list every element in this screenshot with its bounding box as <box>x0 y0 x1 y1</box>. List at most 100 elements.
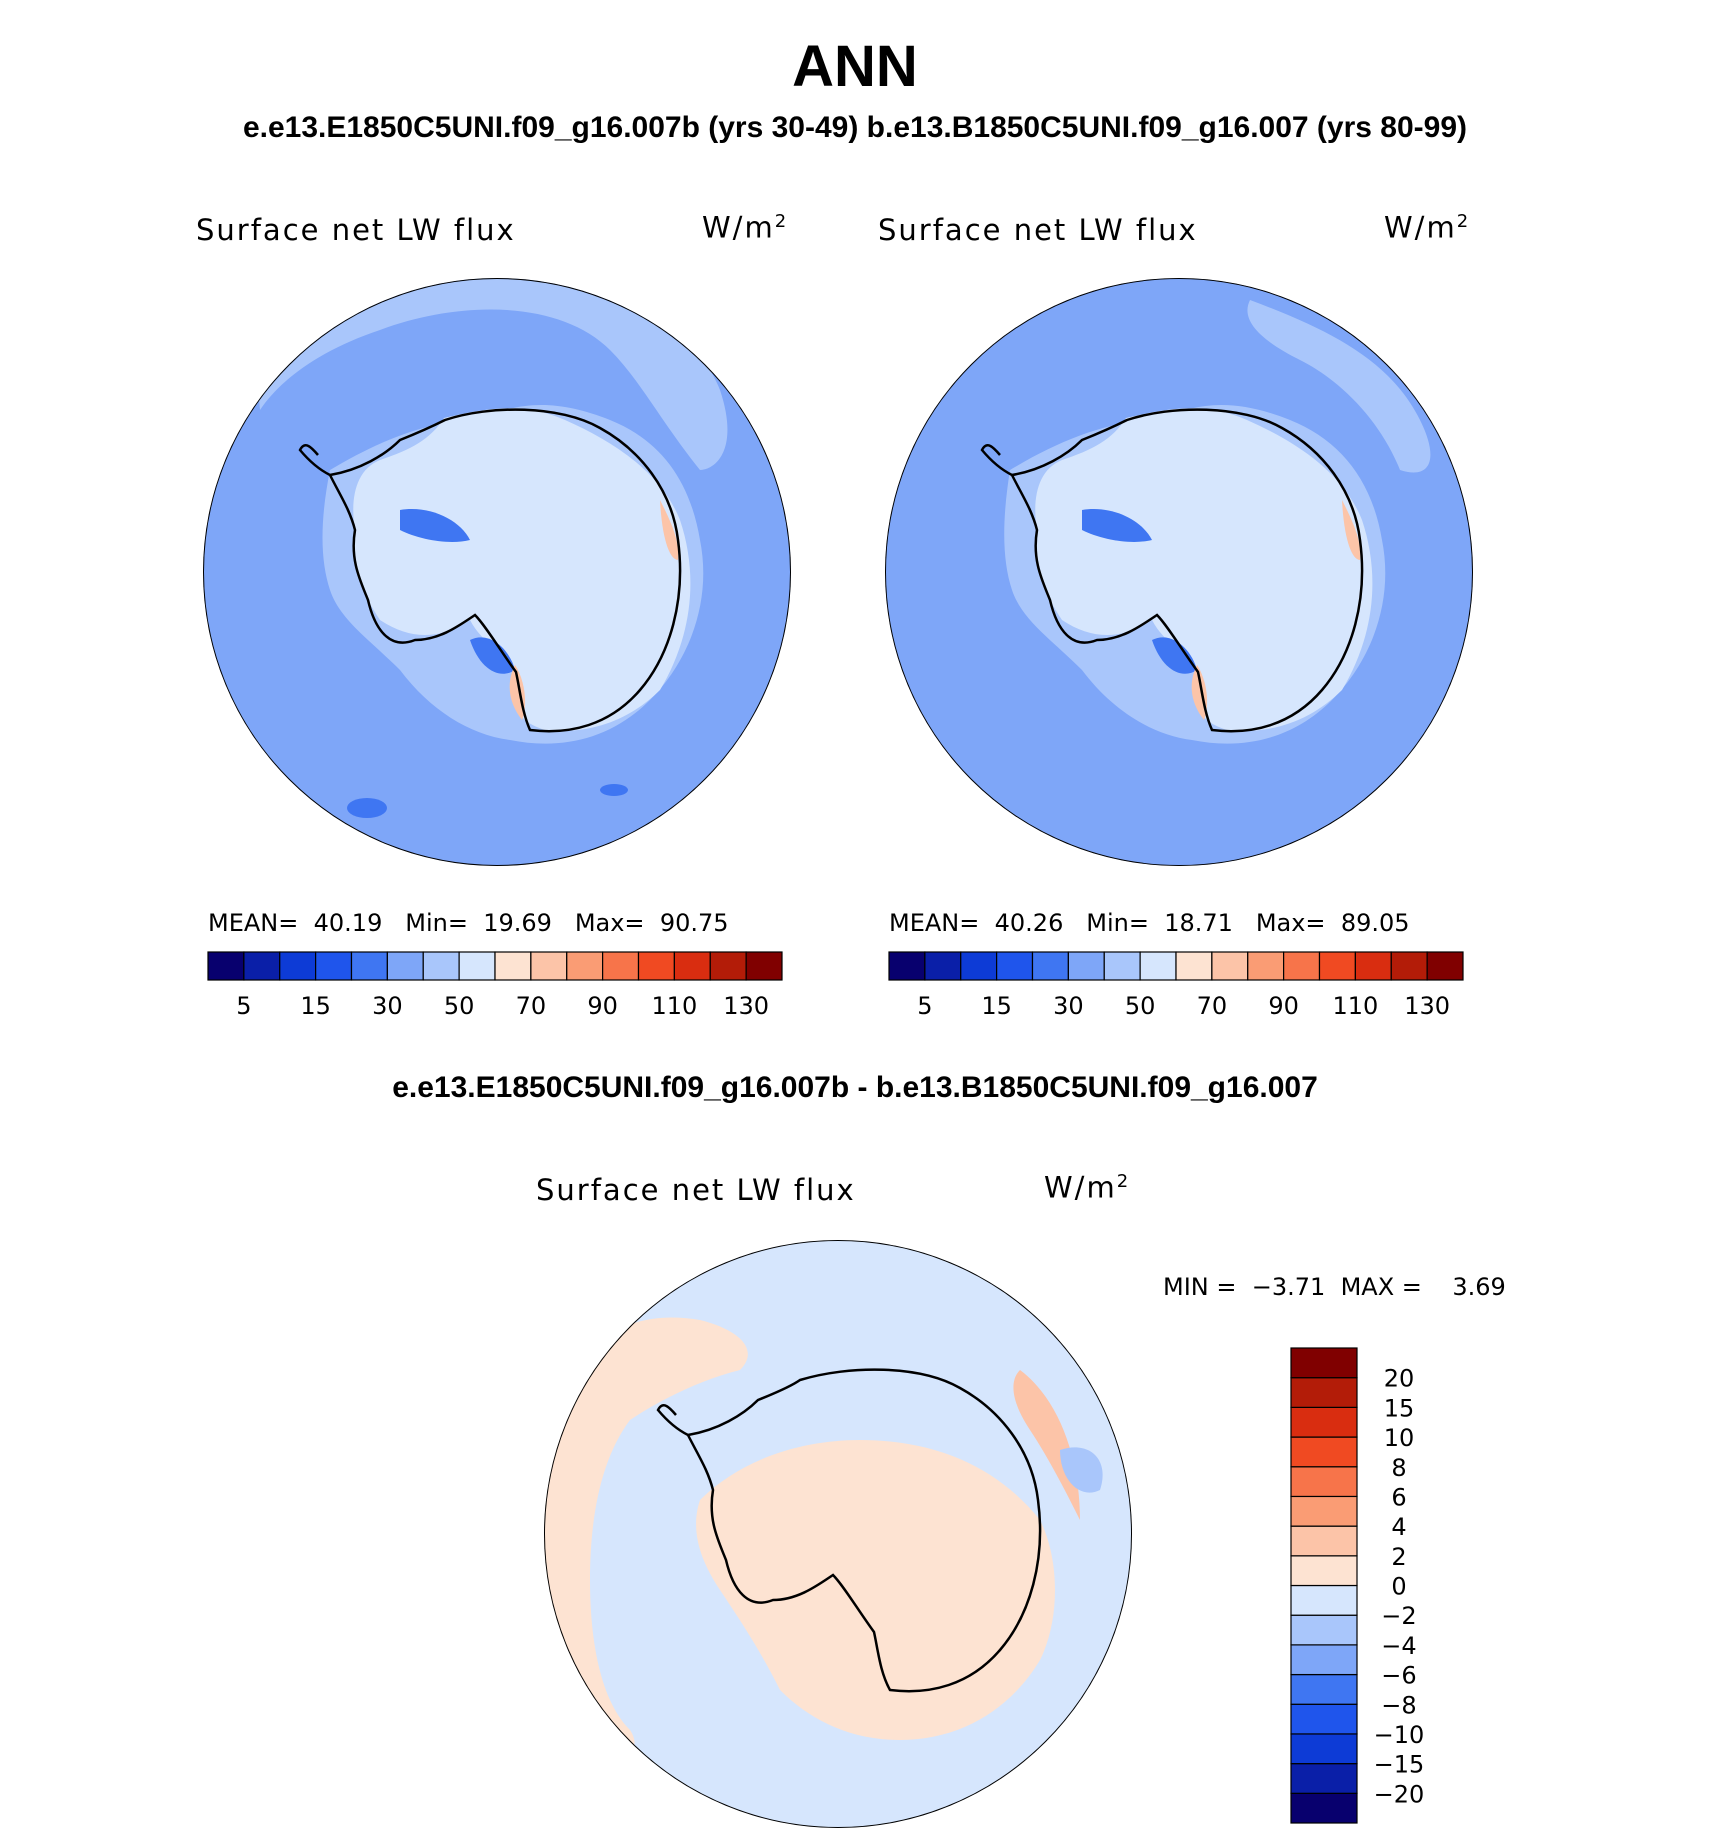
left-weddell-minimum <box>400 509 470 542</box>
difference-colorbar-swatch <box>1290 1703 1358 1735</box>
left-colorbar-swatch <box>422 951 460 981</box>
difference-colorbar-swatch <box>1290 1406 1358 1438</box>
difference-colorbar-swatch <box>1290 1466 1358 1498</box>
right-weddell-minimum <box>1082 509 1152 542</box>
left-units-label: W/m2 <box>702 210 789 245</box>
left-map <box>203 278 791 866</box>
left-colorbar-swatch <box>207 951 245 981</box>
right-colorbar-tick-label: 30 <box>1053 992 1084 1020</box>
right-colorbar: 5 15 30 50 70 90 110 130 <box>888 951 1464 1020</box>
right-colorbar-swatch <box>924 951 962 981</box>
right-colorbar-swatch <box>888 951 926 981</box>
diff-variable-label: Surface net LW flux <box>536 1173 856 1207</box>
figure-title: ANN <box>792 34 918 99</box>
difference-colorbar-swatch <box>1290 1377 1358 1408</box>
right-variable-label: Surface net LW flux <box>878 213 1198 247</box>
left-stats: MEAN= 40.19 Min= 19.69 Max= 90.75 <box>208 909 729 937</box>
difference-colorbar-swatch <box>1290 1555 1358 1587</box>
left-colorbar-swatch <box>494 951 532 981</box>
difference-colorbar-swatch <box>1290 1673 1358 1705</box>
left-antarctica-field <box>353 408 691 731</box>
difference-colorbar-tick-label: −15 <box>1374 1751 1425 1779</box>
left-colorbar-tick-label: 50 <box>444 992 475 1020</box>
difference-colorbar-swatch <box>1290 1614 1358 1646</box>
difference-colorbar-tick-label: 4 <box>1391 1513 1406 1541</box>
left-colorbar-swatch <box>566 951 604 981</box>
right-ross-warm <box>1191 665 1208 720</box>
right-peninsula-line <box>980 444 1013 477</box>
right-colorbar-tick-label: 70 <box>1197 992 1228 1020</box>
right-coastline <box>1010 408 1364 733</box>
left-east-coast-warm <box>660 500 679 560</box>
difference-colorbar-tick-label: 0 <box>1391 1573 1406 1601</box>
right-colorbar-swatch <box>1139 951 1177 981</box>
left-colorbar-swatch <box>673 951 711 981</box>
left-colorbar-swatch <box>458 951 496 981</box>
left-ross-minimum <box>470 637 515 674</box>
left-variable-label: Surface net LW flux <box>196 213 516 247</box>
left-colorbar-swatch <box>709 951 747 981</box>
right-colorbar-tick-label: 5 <box>917 992 932 1020</box>
difference-subtitle: e.e13.E1850C5UNI.f09_g16.007b - b.e13.B1… <box>392 1071 1318 1104</box>
right-colorbar-tick-label: 110 <box>1332 992 1378 1020</box>
left-colorbar-tick-label: 70 <box>516 992 547 1020</box>
cases-subtitle: e.e13.E1850C5UNI.f09_g16.007b (yrs 30-49… <box>242 111 1468 144</box>
right-colorbar-swatch <box>1426 951 1464 981</box>
diff-east-positive <box>1013 1370 1080 1520</box>
left-colorbar-swatch <box>279 951 317 981</box>
right-colorbar-swatch <box>960 951 998 981</box>
right-colorbar-swatch <box>996 951 1034 981</box>
difference-colorbar-swatch <box>1290 1733 1358 1765</box>
right-colorbar-swatch <box>1318 951 1356 981</box>
right-colorbar-swatch <box>1175 951 1213 981</box>
left-colorbar-tick-label: 30 <box>372 992 403 1020</box>
difference-colorbar-swatch <box>1290 1763 1358 1794</box>
diff-negative-patch <box>1060 1447 1103 1493</box>
left-coastline <box>328 408 682 733</box>
difference-colorbar-tick-label: 15 <box>1384 1394 1415 1422</box>
left-colorbar-tick-label: 130 <box>723 992 769 1020</box>
right-units-label: W/m2 <box>1384 210 1471 245</box>
difference-colorbar-tick-label: 10 <box>1384 1424 1415 1452</box>
left-colorbar-tick-label: 110 <box>651 992 697 1020</box>
difference-colorbar-swatch <box>1290 1436 1358 1468</box>
right-map <box>885 278 1473 866</box>
left-colorbar-tick-label: 90 <box>587 992 618 1020</box>
diff-coastline <box>686 1368 1042 1693</box>
difference-map <box>544 1240 1132 1828</box>
left-colorbar-swatch <box>745 951 783 981</box>
right-colorbar-swatch <box>1390 951 1428 981</box>
difference-colorbar-tick-label: −4 <box>1381 1632 1416 1660</box>
right-colorbar-tick-label: 90 <box>1268 992 1299 1020</box>
right-east-coast-warm <box>1342 500 1361 560</box>
right-colorbar-tick-label: 130 <box>1404 992 1450 1020</box>
right-colorbar-swatch <box>1247 951 1285 981</box>
left-colorbar-swatch <box>350 951 388 981</box>
right-colorbar-swatch <box>1103 951 1141 981</box>
right-colorbar-swatch <box>1067 951 1105 981</box>
right-colorbar-tick-label: 50 <box>1125 992 1156 1020</box>
difference-colorbar-tick-label: 20 <box>1384 1365 1415 1393</box>
right-colorbar-swatch <box>1031 951 1069 981</box>
difference-colorbar-swatch <box>1290 1584 1358 1616</box>
difference-colorbar-swatch <box>1290 1495 1358 1527</box>
difference-colorbar-swatch <box>1290 1347 1358 1379</box>
left-colorbar-tick-label: 15 <box>300 992 331 1020</box>
diff-units-label: W/m2 <box>1044 1170 1131 1205</box>
difference-colorbar-tick-label: −20 <box>1374 1780 1425 1808</box>
left-colorbar-swatch <box>530 951 568 981</box>
diff-ross-positive <box>696 1440 1055 1740</box>
right-stats: MEAN= 40.26 Min= 18.71 Max= 89.05 <box>889 909 1410 937</box>
left-ocean-patch-2 <box>600 784 628 796</box>
left-peninsula-line <box>298 444 331 477</box>
difference-colorbar-tick-label: −6 <box>1381 1662 1416 1690</box>
diff-peninsula-line <box>656 1404 689 1437</box>
diff-stats: MIN = −3.71 MAX = 3.69 <box>1163 1273 1506 1301</box>
diff-western-positive <box>544 1317 748 1768</box>
left-colorbar-tick-label: 5 <box>236 992 251 1020</box>
difference-colorbar-tick-label: 6 <box>1391 1483 1406 1511</box>
left-ocean-patch <box>347 798 387 818</box>
left-colorbar-swatch <box>386 951 424 981</box>
